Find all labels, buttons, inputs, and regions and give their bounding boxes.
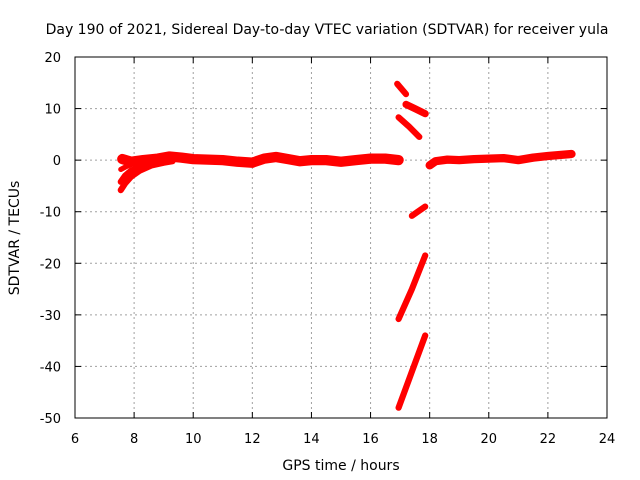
- x-tick-label: 22: [540, 432, 557, 447]
- y-tick-label: -40: [40, 360, 61, 375]
- axis-ticks: 6 8 10 12 14 16 18 20 22 24 -50 -40 -30 -20 -10 0 10 20: [40, 51, 616, 447]
- data-series-track-main-right: [425, 149, 576, 170]
- x-tick-label: 6: [71, 432, 79, 447]
- x-tick-label: 8: [130, 432, 138, 447]
- x-tick-label: 16: [362, 432, 379, 447]
- y-tick-label: -20: [40, 257, 61, 272]
- data-series-track-neg35-48: [395, 332, 429, 411]
- y-tick-label: -30: [40, 309, 61, 324]
- y-tick-label: -50: [40, 412, 61, 427]
- x-tick-label: 20: [481, 432, 498, 447]
- plot-frame: [74, 56, 608, 419]
- data-series-track-neg10: [408, 203, 429, 219]
- data-series-track-neg20-30: [395, 252, 429, 323]
- data-series-track-upper-right: [402, 100, 429, 118]
- x-axis-label: GPS time / hours: [282, 458, 399, 474]
- data-series-track-main-left: [117, 151, 404, 168]
- y-tick-label: 20: [44, 51, 61, 66]
- y-tick-label: -10: [40, 206, 61, 221]
- chart-title: Day 190 of 2021, Sidereal Day-to-day VTE…: [46, 22, 609, 38]
- data-series-track-decay-b: [117, 158, 167, 185]
- data-series-track-upper-diag: [395, 114, 423, 140]
- y-tick-label: 0: [53, 154, 61, 169]
- x-tick-label: 18: [421, 432, 438, 447]
- x-tick-label: 24: [599, 432, 616, 447]
- x-tick-label: 10: [185, 432, 202, 447]
- x-tick-label: 12: [244, 432, 261, 447]
- data-series-track-decay-c: [118, 158, 146, 172]
- data-layer: [117, 80, 576, 411]
- grid: [75, 57, 607, 418]
- data-series-track-steep-top: [394, 80, 410, 98]
- y-tick-label: 10: [44, 103, 61, 118]
- x-tick-label: 14: [303, 432, 320, 447]
- y-axis-label: SDTVAR / TECUs: [7, 181, 23, 296]
